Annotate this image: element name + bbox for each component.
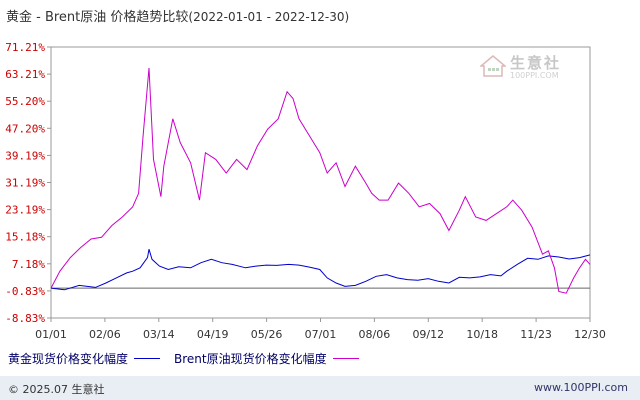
legend-label-brent: Brent原油现货价格变化幅度 (174, 352, 327, 366)
y-tick-label: 71.21% (5, 41, 45, 54)
y-tick-label: 31.19% (5, 177, 45, 190)
chart-legend: 黄金现货价格变化幅度 Brent原油现货价格变化幅度 (8, 350, 373, 367)
y-tick-label: -8.83% (5, 312, 45, 325)
y-tick-label: -0.83% (5, 285, 45, 298)
chart-date-range: (2022-01-01 - 2022-12-30) (188, 10, 350, 24)
x-tick-label: 01/01 (35, 328, 67, 341)
x-tick-label: 11/23 (520, 328, 552, 341)
y-tick-label: 39.19% (5, 149, 45, 162)
y-tick-label: 47.20% (5, 122, 45, 135)
x-tick-label: 10/18 (466, 328, 498, 341)
y-tick-label: 7.18% (12, 258, 45, 271)
house-logo-icon (478, 55, 508, 77)
x-tick-label: 03/14 (143, 328, 175, 341)
x-tick-label: 09/12 (412, 328, 444, 341)
x-tick-label: 08/06 (359, 328, 391, 341)
plot-frame (50, 46, 591, 319)
legend-line-gold (134, 358, 161, 359)
chart-title: 黄金 - Brent原油 价格趋势比较(2022-01-01 - 2022-12… (6, 6, 349, 25)
footer-bar: © 2025.07 生意社 www.100PPI.com (0, 376, 640, 400)
watermark-name: 生意社 (510, 54, 562, 72)
legend-line-brent (332, 358, 359, 359)
x-tick-label: 07/01 (305, 328, 337, 341)
gold-series-line (50, 249, 591, 291)
x-tick-label: 12/30 (574, 328, 606, 341)
footer-copyright: © 2025.07 生意社 (8, 383, 105, 396)
y-tick-label: 15.18% (5, 231, 45, 244)
chart-title-text: 黄金 - Brent原油 价格趋势比较 (6, 10, 189, 25)
footer-site-link[interactable]: www.100PPI.com (534, 381, 628, 394)
y-tick-label: 55.20% (5, 95, 45, 108)
watermark-logo: 生意社 100PPI.COM (478, 52, 562, 80)
watermark-url: 100PPI.COM (510, 71, 559, 80)
y-tick-label: 23.19% (5, 204, 45, 217)
y-tick-label: 63.21% (5, 68, 45, 81)
legend-label-gold: 黄金现货价格变化幅度 (8, 352, 129, 366)
x-tick-label: 02/06 (89, 328, 121, 341)
brent-series-line (50, 67, 591, 294)
x-tick-label: 04/19 (197, 328, 229, 341)
x-tick-label: 05/26 (251, 328, 283, 341)
